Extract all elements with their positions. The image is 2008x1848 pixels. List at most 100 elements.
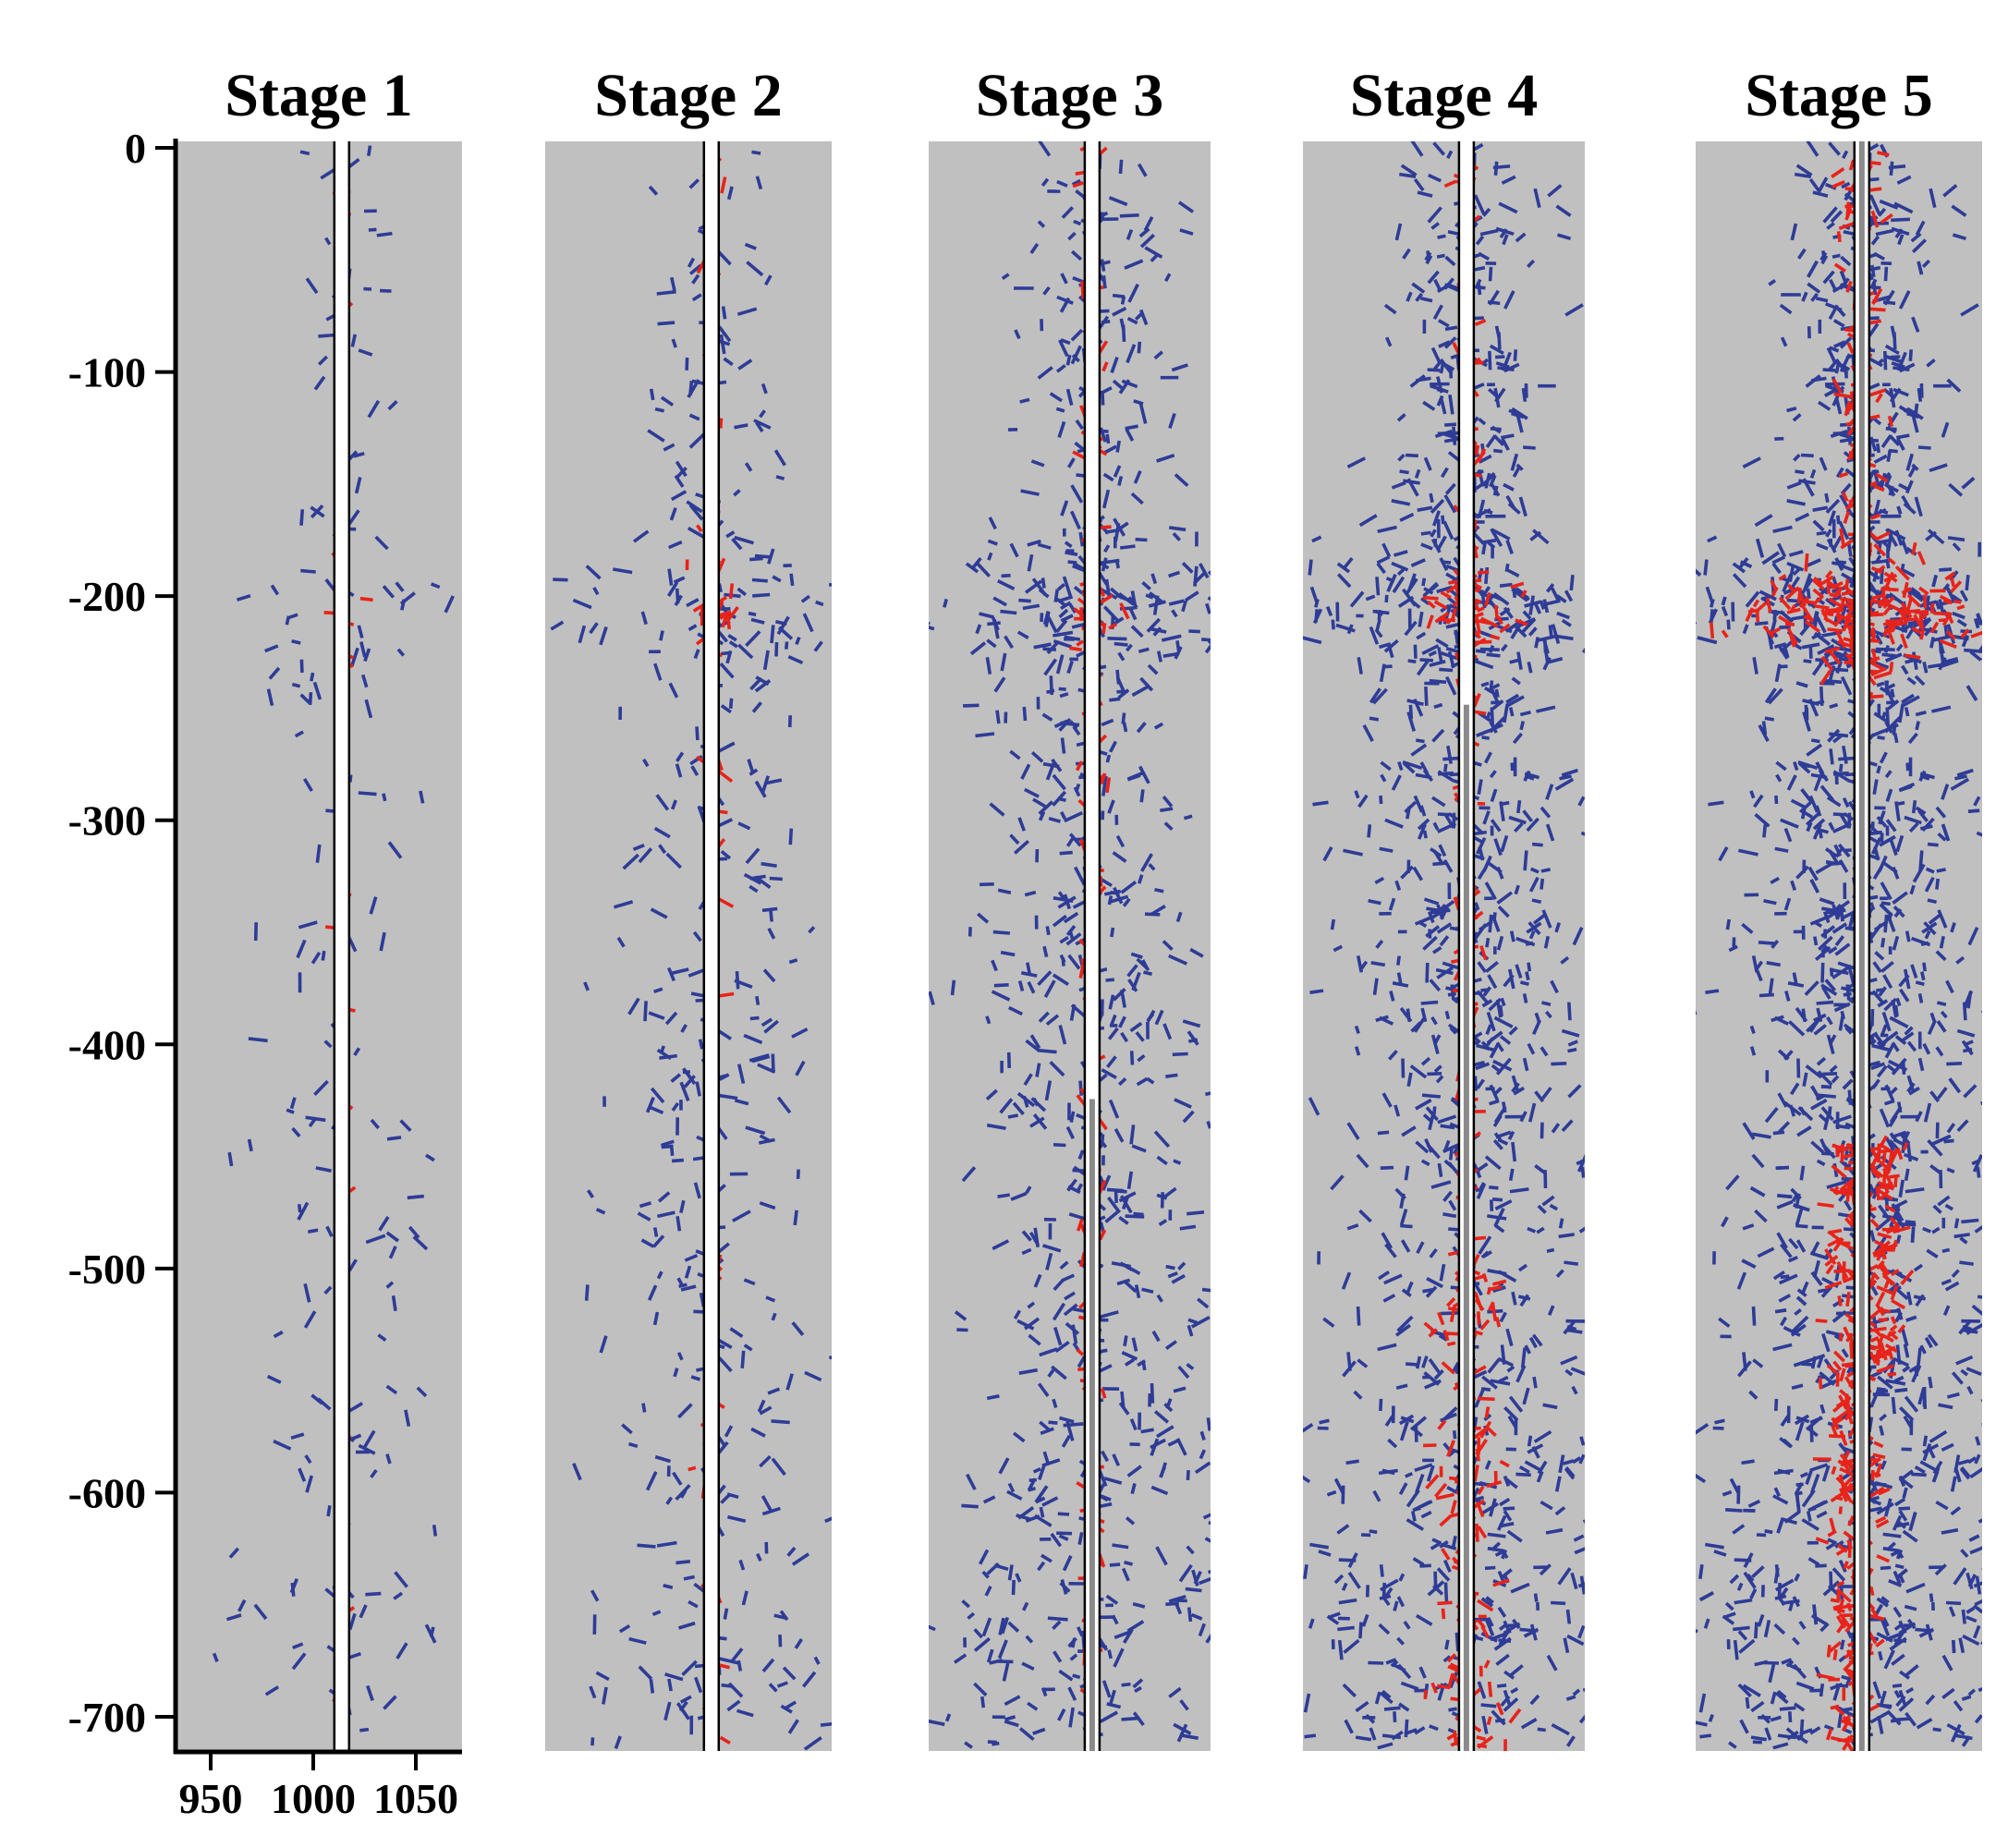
blue-crack [1491,528,1511,541]
blue-crack [1803,659,1812,663]
blue-crack [986,1648,994,1663]
blue-crack [1799,1165,1806,1181]
blue-crack [1402,248,1411,260]
blue-crack [1877,999,1889,1008]
blue-crack [1527,1102,1537,1123]
blue-crack [1451,1535,1457,1549]
blue-crack [1844,1026,1853,1035]
blue-crack [1199,563,1210,579]
blue-crack [1738,1638,1756,1654]
blue-crack [1478,418,1487,426]
blue-crack [1495,1718,1505,1723]
blue-crack [737,359,753,371]
blue-crack [1965,1615,1978,1623]
blue-crack [1154,1009,1164,1026]
blue-crack [1115,440,1121,453]
blue-crack [1936,1001,1947,1007]
blue-crack [1058,687,1066,691]
blue-crack [1113,465,1122,478]
blue-crack [404,1409,411,1427]
blue-crack [717,325,732,343]
blue-crack [639,1201,652,1209]
blue-crack [1837,843,1851,858]
blue-crack [1671,1333,1679,1342]
blue-crack [1336,573,1352,589]
blue-crack [1544,1010,1552,1019]
blue-crack [1589,1526,1595,1536]
blue-crack [1136,722,1147,734]
blue-crack [1718,1317,1731,1328]
blue-crack [1100,1139,1108,1149]
blue-crack [677,1403,693,1419]
blue-crack [1812,823,1822,840]
blue-crack [1381,1689,1392,1699]
blue-crack [1213,1725,1222,1727]
blue-crack [627,997,640,1015]
blue-crack [1800,1281,1809,1295]
blue-crack [1012,1431,1026,1443]
blue-crack [1262,1521,1273,1533]
blue-crack [1372,978,1379,996]
blue-crack [1004,1720,1019,1728]
blue-crack [1343,556,1354,569]
blue-crack [1942,184,1958,198]
blue-crack [1828,141,1841,156]
blue-crack [1020,489,1040,496]
blue-crack [1801,1008,1807,1022]
blue-crack [1138,647,1150,653]
blue-crack [1406,1008,1411,1022]
blue-crack [961,1599,971,1609]
blue-crack [1027,1301,1036,1309]
blue-crack [1876,1632,1893,1643]
blue-crack [1816,616,1827,634]
blue-crack [310,505,325,518]
blue-crack [1393,1711,1397,1723]
blue-crack [1173,1159,1182,1165]
blue-crack [1972,1154,1982,1173]
blue-crack [1832,1567,1846,1582]
blue-crack [1481,207,1491,217]
blue-crack [1172,1599,1187,1603]
blue-crack [1059,850,1073,856]
blue-crack [1980,1101,1982,1106]
blue-crack [1430,1015,1438,1026]
blue-crack [1924,930,1931,940]
red-crack [688,1465,697,1472]
blue-crack [1474,1031,1483,1039]
blue-crack [1443,336,1457,349]
blue-crack [1909,884,1916,895]
blue-crack [1208,1520,1211,1526]
blue-crack [1162,940,1174,951]
blue-crack [1898,1506,1911,1511]
blue-crack [985,657,992,675]
blue-crack [1378,1468,1398,1476]
blue-crack [1121,1351,1138,1361]
blue-crack [1041,177,1050,188]
blue-crack [733,489,741,497]
blue-crack [679,1199,686,1213]
blue-crack [1487,541,1496,550]
blue-crack [1406,1072,1413,1088]
blue-crack [1989,1725,1997,1727]
blue-crack [1505,693,1520,704]
blue-crack [1039,1420,1052,1432]
blue-crack [1444,1639,1450,1650]
blue-crack [762,650,770,671]
blue-crack [1950,777,1970,791]
blue-crack [1237,593,1244,600]
blue-crack [1872,468,1880,487]
blue-crack [1816,530,1827,536]
blue-crack [1520,1718,1538,1730]
blue-crack [1391,561,1409,572]
blue-crack [1806,1021,1818,1033]
blue-crack [1368,1660,1384,1665]
blue-crack [1480,1703,1497,1708]
blue-crack [1210,1510,1211,1512]
red-crack [1483,1660,1491,1669]
blue-crack [1206,1417,1211,1431]
blue-crack [1906,1141,1912,1162]
blue-crack [1439,935,1450,947]
blue-crack [656,1270,663,1280]
blue-crack [1838,858,1849,873]
blue-crack [1021,1661,1035,1672]
